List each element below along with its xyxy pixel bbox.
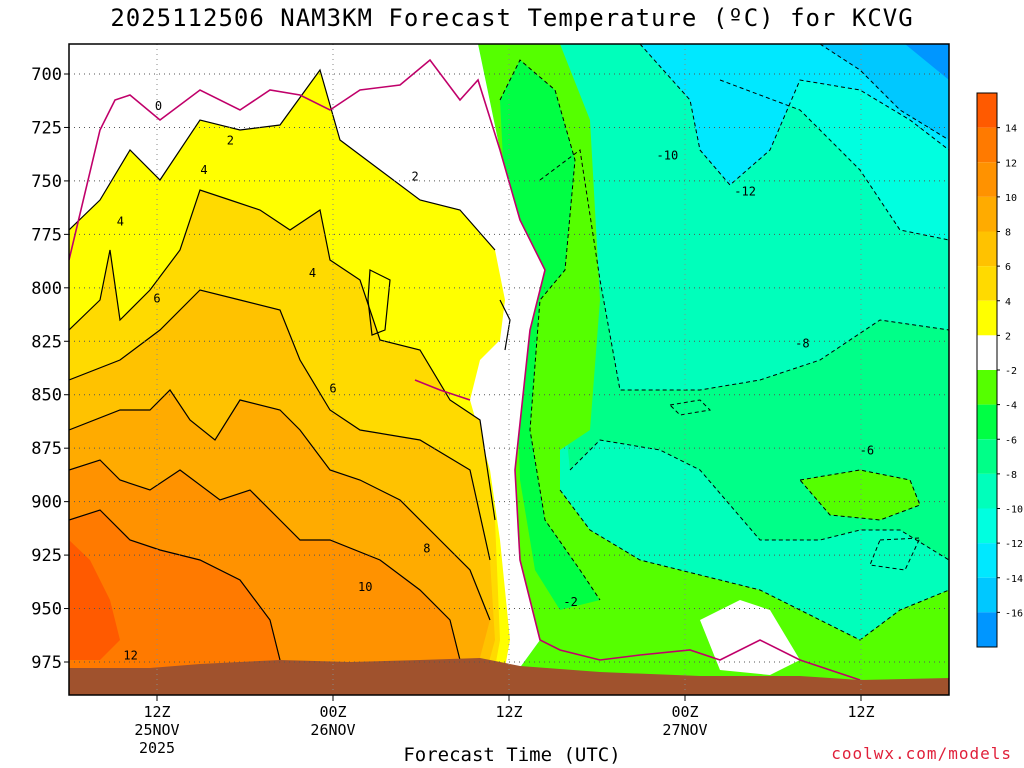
y-tick-label: 950 [31,600,62,620]
contour-label: -12 [734,185,756,199]
y-tick-label: 850 [31,386,62,406]
colorbar-label: -2 [1005,366,1017,377]
colorbar-label: 4 [1005,297,1011,308]
x-tick-label: 12Z [495,703,522,721]
contour-label: 6 [329,381,336,395]
colorbar-label: 6 [1005,262,1011,273]
colorbar-label: 12 [1005,158,1017,169]
colorbar-label: 2 [1005,331,1011,342]
y-tick-label: 800 [31,279,62,299]
colorbar-label: 10 [1005,193,1017,204]
y-tick-label: 925 [31,546,62,566]
y-tick-label: 825 [31,332,62,352]
x-tick-year: 2025 [139,739,175,757]
gridlines [69,44,949,695]
colorbar-swatch [977,577,997,613]
colorbar-label: -4 [1005,401,1017,412]
x-tick-date: 25NOV [134,721,179,739]
colorbar-swatch [977,127,997,163]
y-tick-label: 700 [31,65,62,85]
colorbar-swatch [977,612,997,647]
colorbar-swatch [977,473,997,509]
colorbar-label: -14 [1005,574,1023,585]
colorbar-swatch [977,300,997,336]
y-tick-label: 875 [31,439,62,459]
colorbar-label: -12 [1005,539,1023,550]
chart-title: 2025112506 NAM3KM Forecast Temperature (… [110,4,914,32]
y-tick-label: 725 [31,118,62,138]
contour-label: 4 [309,266,316,280]
x-tick-date: 26NOV [310,721,355,739]
colorbar-swatch [977,543,997,578]
contour-labels: 0 2 2 4 4 4 6 6 8 10 12 -2 -10 -12 -8 -6 [117,99,874,663]
y-tick-label: 750 [31,172,62,192]
x-tick-label: 00Z [319,703,346,721]
colorbar-swatch [977,404,997,440]
contour-label: 4 [200,163,207,177]
colorbar-swatch [977,162,997,197]
x-tick-label: 12Z [143,703,170,721]
colorbar-swatch [977,370,997,405]
contour-label: -10 [657,148,679,162]
colorbar-label: -16 [1005,608,1023,619]
contour-label: -6 [860,443,874,457]
y-tick-label: 900 [31,493,62,513]
y-axis: 700 725 750 775 800 825 850 875 900 925 950 975 [31,65,69,673]
colorbar: 14 12 10 8 6 4 2 -2 -4 -6 -8 -10 -12 -14 -16 [976,92,1023,648]
colorbar-swatch [977,231,997,267]
colorbar-label: 8 [1005,228,1011,239]
x-tick-label: 12Z [847,703,874,721]
contour-label: 4 [117,215,124,229]
colorbar-swatch [977,508,997,544]
contour-label: 0 [155,99,162,113]
y-tick-label: 775 [31,225,62,245]
colorbar-swatch [977,335,997,370]
colorbar-swatch [977,439,997,474]
contour-label: 12 [123,649,137,663]
contour-label: -2 [563,595,577,609]
x-tick-label: 00Z [671,703,698,721]
colorbar-label: -10 [1005,505,1023,516]
contour-label: 6 [153,292,160,306]
x-axis-label: Forecast Time (UTC) [403,744,621,766]
contour-label: 10 [358,580,372,594]
y-tick-label: 975 [31,653,62,673]
colorbar-label: -8 [1005,470,1017,481]
contour-label: 2 [227,133,234,147]
colorbar-swatch [977,196,997,232]
x-tick-date: 27NOV [662,721,707,739]
contour-label: 2 [412,170,419,184]
contour-label: 8 [423,542,430,556]
colorbar-label: 14 [1005,124,1017,135]
credit-link[interactable]: coolwx.com/models [831,744,1012,763]
colorbar-swatch [977,93,997,128]
contour-label: -8 [795,336,809,350]
colorbar-label: -6 [1005,435,1017,446]
colorbar-swatch [977,266,997,301]
